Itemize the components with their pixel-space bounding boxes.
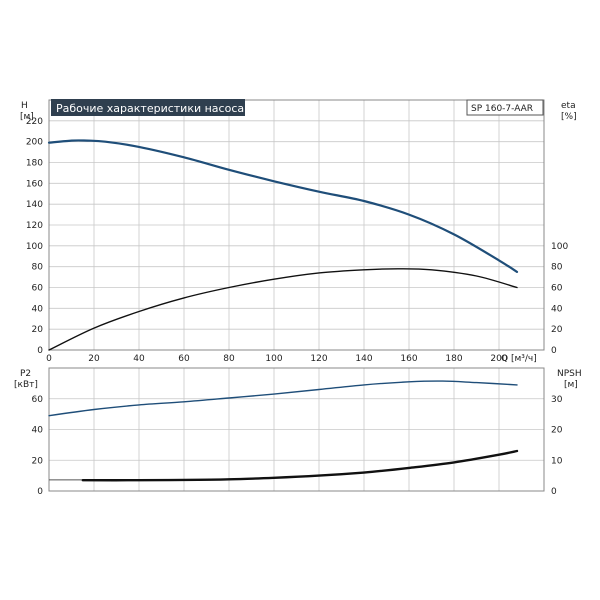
y-left-unit-top: [м] bbox=[20, 112, 34, 122]
x-tick-label: 100 bbox=[265, 354, 282, 364]
y-left-tick-label: 200 bbox=[26, 138, 43, 148]
y-left-tick-label: 0 bbox=[37, 346, 43, 356]
curve-p2 bbox=[48, 380, 518, 417]
plot-frame bbox=[48, 99, 545, 351]
y-right-tick-label: 0 bbox=[551, 487, 557, 497]
curve-npsh bbox=[81, 449, 519, 482]
x-tick-label: 160 bbox=[400, 354, 417, 364]
y-left-tick-label: 220 bbox=[26, 117, 43, 127]
y-right-unit-bottom: [м] bbox=[564, 380, 578, 390]
y-left-tick-label: 0 bbox=[37, 487, 43, 497]
x-tick-label: 60 bbox=[178, 354, 190, 364]
title-banner bbox=[51, 99, 245, 116]
y-right-tick-label: 40 bbox=[551, 304, 563, 314]
x-tick-label: 20 bbox=[88, 354, 100, 364]
y-right-tick-label: 100 bbox=[551, 242, 568, 252]
y-right-label-top: eta bbox=[561, 101, 576, 111]
y-right-tick-label: 20 bbox=[551, 325, 563, 335]
y-right-tick-label: 0 bbox=[551, 346, 557, 356]
y-left-tick-label: 20 bbox=[32, 325, 44, 335]
y-left-tick-label: 120 bbox=[26, 221, 43, 231]
x-tick-label: 40 bbox=[133, 354, 145, 364]
y-left-unit-bottom: [кВт] bbox=[14, 380, 38, 390]
x-tick-label: 140 bbox=[355, 354, 372, 364]
y-left-tick-label: 60 bbox=[32, 395, 44, 405]
y-right-tick-label: 80 bbox=[551, 263, 563, 273]
curve-h bbox=[47, 139, 519, 273]
y-left-tick-label: 100 bbox=[26, 242, 43, 252]
model-box bbox=[466, 99, 544, 116]
y-left-tick-label: 80 bbox=[32, 263, 44, 273]
x-axis-label: Q [м³/ч] bbox=[501, 354, 537, 364]
y-left-tick-label: 20 bbox=[32, 456, 44, 466]
y-left-label-bottom: P2 bbox=[20, 369, 31, 379]
x-tick-label: 200 bbox=[490, 354, 507, 364]
y-right-label-bottom: NPSH bbox=[557, 369, 582, 379]
power-npsh-plot: 0 20 40 60 0 10 20 30 bbox=[32, 367, 563, 497]
y-right-tick-label: 30 bbox=[551, 395, 563, 405]
x-tick-label: 80 bbox=[223, 354, 235, 364]
y-left-tick-label: 40 bbox=[32, 304, 44, 314]
curve-eta bbox=[48, 268, 518, 351]
plot-frame bbox=[48, 367, 545, 492]
x-tick-label: 120 bbox=[310, 354, 327, 364]
y-right-tick-label: 10 bbox=[551, 456, 563, 466]
y-left-tick-label: 140 bbox=[26, 200, 43, 210]
x-tick-label: 180 bbox=[445, 354, 462, 364]
y-left-label-top: H bbox=[21, 101, 28, 111]
model-label: SP 160-7-AAR bbox=[471, 104, 533, 114]
y-right-tick-label: 20 bbox=[551, 426, 563, 436]
y-left-tick-label: 160 bbox=[26, 179, 43, 189]
y-right-tick-label: 60 bbox=[551, 284, 563, 294]
y-left-tick-label: 180 bbox=[26, 159, 43, 169]
y-left-tick-label: 40 bbox=[32, 426, 44, 436]
y-right-unit-top: [%] bbox=[561, 112, 577, 122]
x-tick-label: 0 bbox=[46, 354, 52, 364]
chart-title: Рабочие характеристики насоса bbox=[56, 102, 244, 115]
head-efficiency-plot: 0204060801001201401601802002200204060801… bbox=[26, 99, 568, 364]
y-left-tick-label: 60 bbox=[32, 284, 44, 294]
